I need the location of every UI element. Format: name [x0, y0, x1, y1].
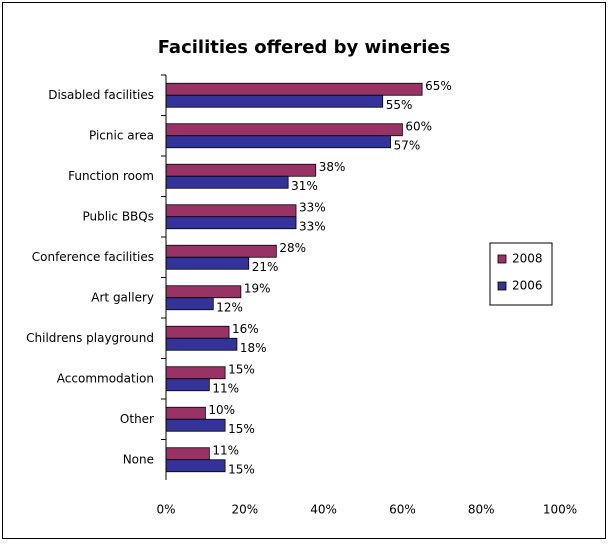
- bar: [165, 418, 226, 432]
- bar: [165, 256, 250, 270]
- bar: [165, 163, 317, 177]
- value-label: 28%: [279, 241, 306, 255]
- value-label: 31%: [291, 179, 318, 193]
- value-label: 16%: [232, 322, 259, 336]
- value-label: 11%: [212, 443, 239, 457]
- value-label: 15%: [228, 422, 255, 436]
- value-label: 38%: [319, 160, 346, 174]
- y-tick-label: Conference facilities: [32, 250, 154, 264]
- bar: [165, 175, 289, 189]
- value-label: 19%: [244, 281, 271, 295]
- bar: [165, 459, 226, 473]
- legend-swatch: [497, 281, 507, 291]
- bar: [165, 135, 391, 149]
- legend-swatch: [497, 254, 507, 264]
- y-tick-label: Accommodation: [57, 371, 154, 385]
- x-tick-label: 40%: [310, 503, 337, 517]
- bar: [165, 325, 230, 339]
- bar: [165, 285, 242, 299]
- bar: [165, 366, 226, 380]
- bar: [165, 297, 214, 311]
- bar: [165, 204, 297, 218]
- y-tick-label: Childrens playground: [26, 331, 154, 345]
- value-label: 21%: [252, 260, 279, 274]
- bar: [165, 337, 238, 351]
- value-label: 33%: [299, 200, 326, 214]
- value-label: 11%: [212, 381, 239, 395]
- value-label: 60%: [405, 119, 432, 133]
- y-tick-label: Public BBQs: [83, 209, 155, 223]
- chart-title: Facilities offered by wineries: [158, 37, 451, 58]
- y-tick-label: Disabled facilities: [48, 88, 154, 102]
- bar: [165, 94, 384, 108]
- value-label: 12%: [216, 300, 243, 314]
- value-label: 10%: [208, 403, 235, 417]
- y-tick-label: None: [123, 452, 154, 466]
- x-tick-label: 0%: [156, 503, 175, 517]
- y-tick-label: Function room: [68, 169, 154, 183]
- x-tick-label: 20%: [231, 503, 258, 517]
- y-tick-label: Art gallery: [91, 290, 154, 304]
- y-tick-label: Picnic area: [89, 128, 154, 142]
- bar: [165, 447, 210, 461]
- bar: [165, 216, 297, 230]
- y-tick-label: Other: [120, 412, 154, 426]
- value-label: 55%: [386, 98, 413, 112]
- value-label: 15%: [228, 362, 255, 376]
- legend-label: 2006: [512, 279, 543, 293]
- value-label: 18%: [240, 341, 267, 355]
- legend-label: 2008: [512, 252, 543, 266]
- x-tick-label: 60%: [389, 503, 416, 517]
- value-label: 57%: [394, 138, 421, 152]
- bar: [165, 406, 206, 420]
- bar: [165, 123, 403, 137]
- value-label: 15%: [228, 462, 255, 476]
- bar: [165, 378, 210, 392]
- value-label: 65%: [425, 79, 452, 93]
- legend-box: [489, 242, 553, 306]
- x-tick-label: 100%: [543, 503, 577, 517]
- bar: [165, 82, 423, 96]
- bar: [165, 244, 277, 258]
- value-label: 33%: [299, 219, 326, 233]
- x-tick-label: 80%: [468, 503, 495, 517]
